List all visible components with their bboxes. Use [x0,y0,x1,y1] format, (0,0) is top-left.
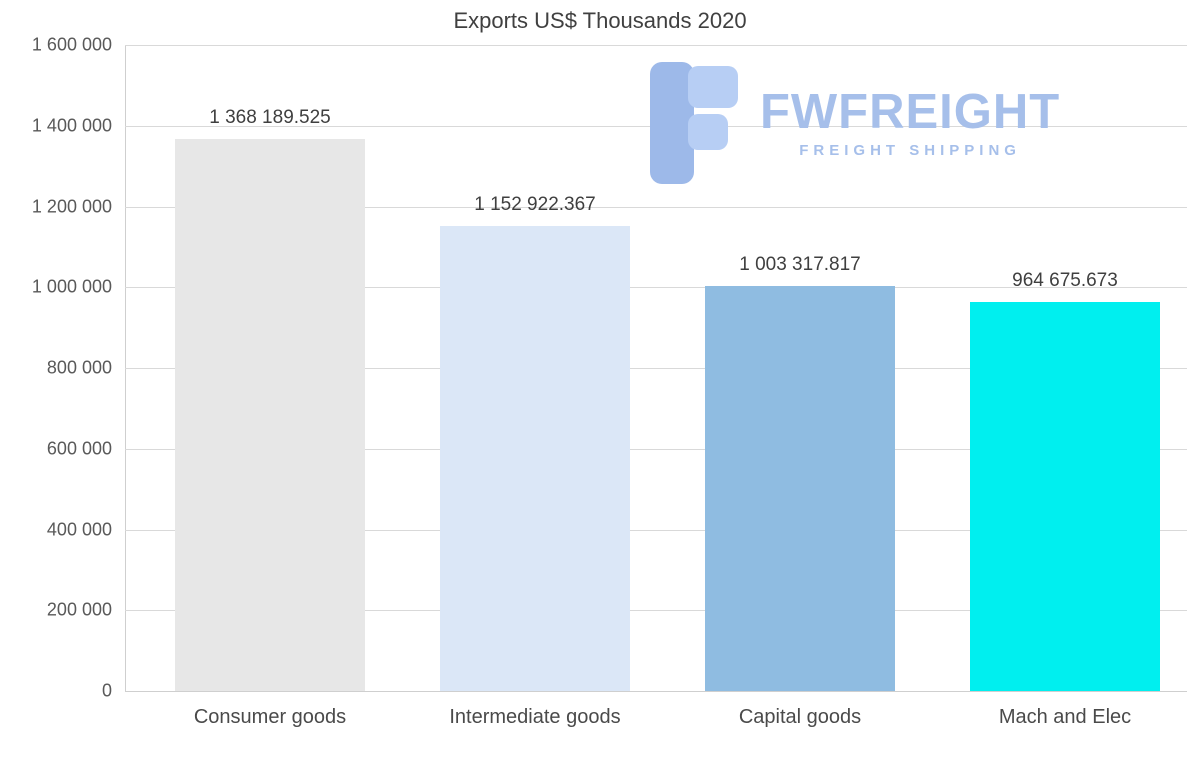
gridline [125,448,1187,450]
bar-value-label: 1 368 189.525 [209,106,331,128]
gridline [125,287,1187,289]
bar-value-label: 1 003 317.817 [739,253,861,275]
bar-value-label: 1 152 922.367 [474,193,596,215]
category-label: Capital goods [738,706,862,728]
gridline [125,45,1187,46]
gridline [125,529,1187,531]
category-label: Mach and Elec [998,706,1132,728]
chart-title: Exports US$ Thousands 2020 [453,8,747,33]
y-tick-label: 800 000 [46,357,112,378]
plot-area: 1 368 189.525 1 152 922.367 1 003 317.817 9… [125,45,1187,692]
gridline [125,610,1187,612]
category-label: Consumer goods [193,706,347,728]
bar-value-label: 964 675.673 [1012,269,1118,291]
y-tick-label: 1 600 000 [31,34,112,55]
y-tick-label: 400 000 [46,519,112,539]
y-tick-label: 200 000 [46,599,112,620]
bar-capital-goods [705,285,895,691]
bar-consumer-goods [175,138,365,691]
gridline [125,691,1187,692]
y-tick-label: 1 000 000 [31,276,112,297]
gridline [125,368,1187,369]
gridline [125,206,1187,208]
category-label: Intermediate goods [449,706,621,728]
y-tick-label: 1 200 000 [31,196,112,216]
y-tick-label: 0 [101,680,112,701]
bar-intermediate-goods [440,225,630,691]
y-tick-label: 1 400 000 [31,115,112,136]
y-tick-label: 600 000 [46,438,112,459]
bar-mach-and-elec [970,301,1160,691]
